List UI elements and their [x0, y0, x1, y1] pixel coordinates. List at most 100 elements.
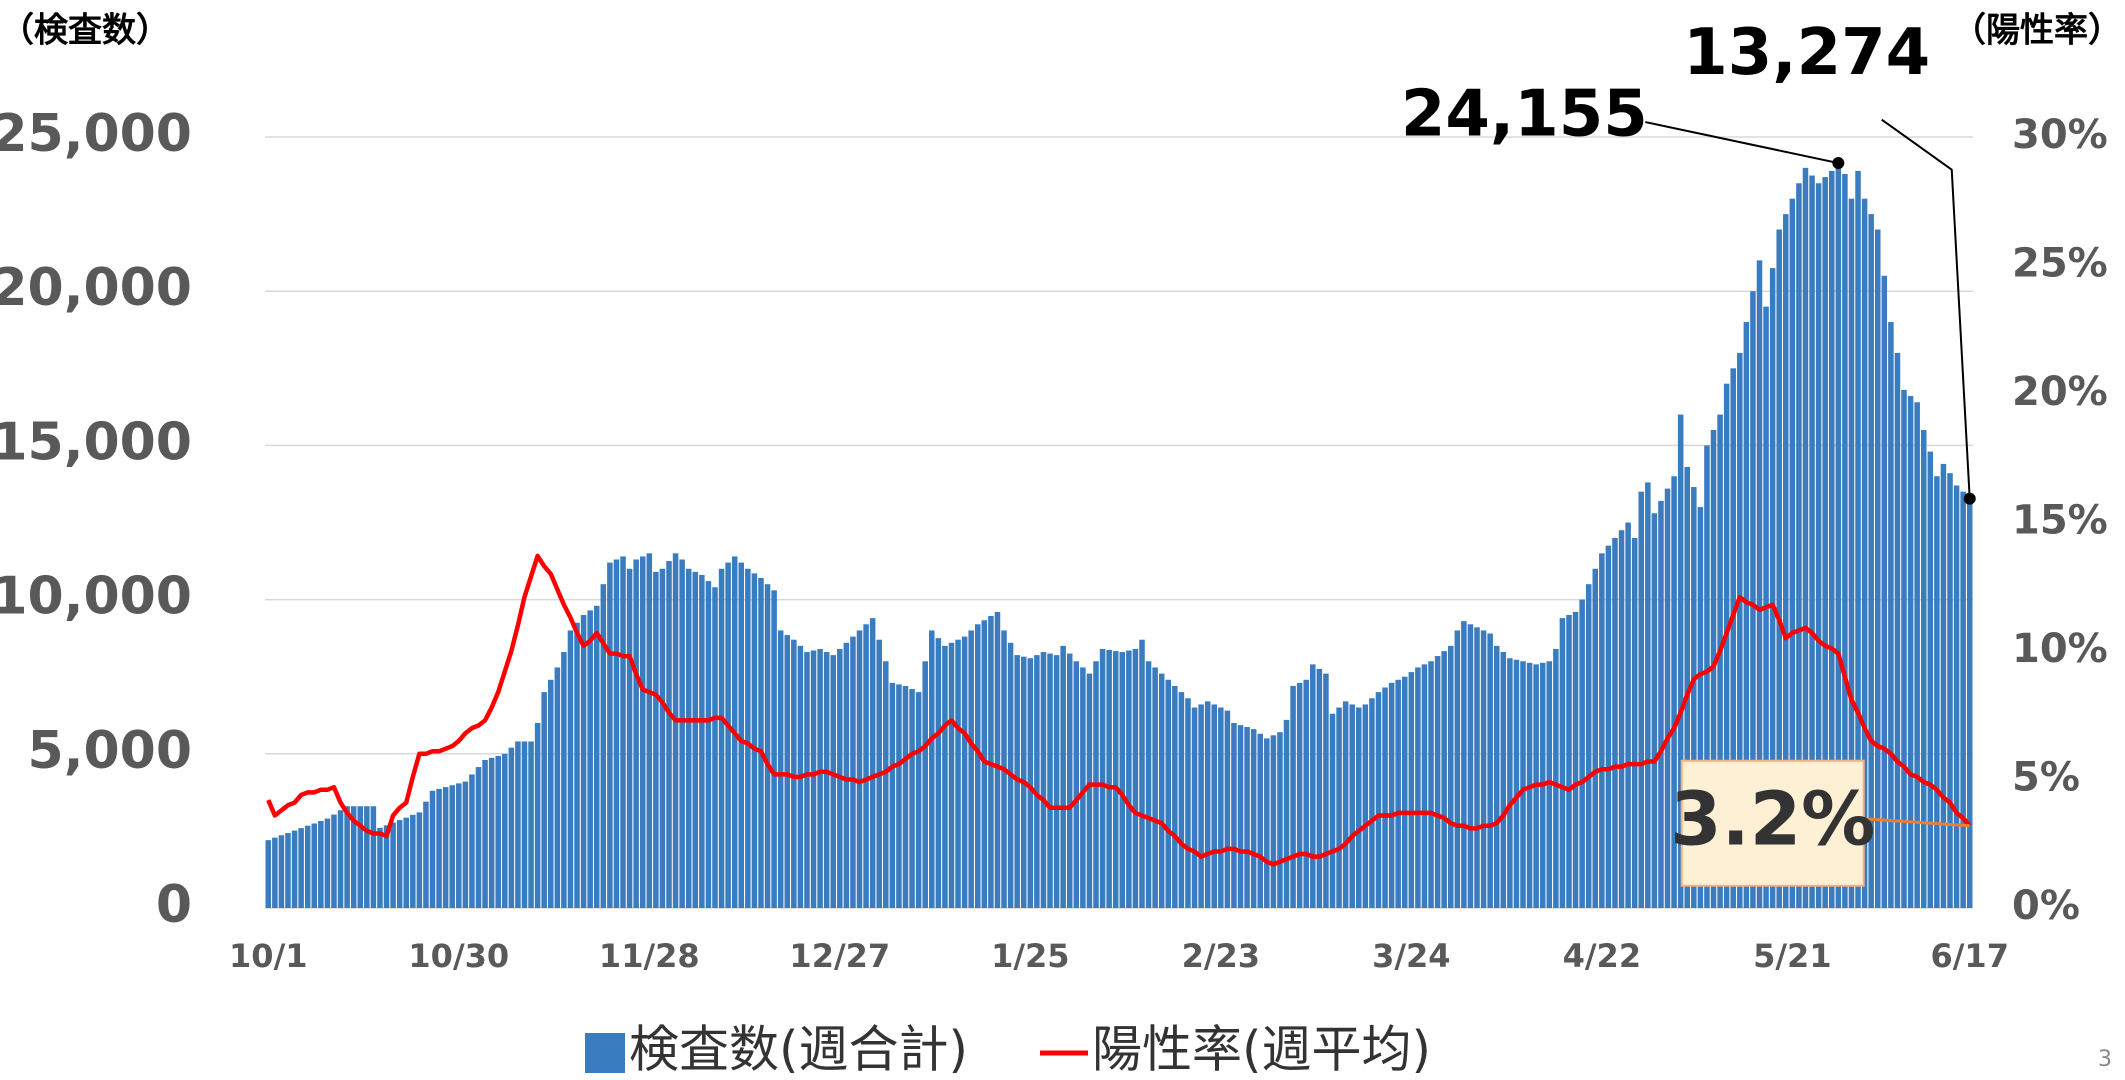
bar — [436, 788, 442, 908]
y-tick-label: 10,000 — [0, 567, 192, 627]
bar — [607, 562, 613, 908]
bar — [337, 810, 344, 908]
bar — [1467, 624, 1474, 908]
bar — [1579, 599, 1585, 908]
bar — [1198, 704, 1204, 908]
bar — [791, 639, 797, 908]
bar — [1073, 661, 1080, 908]
x-tick-label: 2/23 — [1182, 937, 1260, 975]
bar — [1224, 710, 1231, 908]
x-tick-label: 10/30 — [408, 937, 509, 975]
bar — [1270, 735, 1277, 908]
bar — [1697, 507, 1704, 908]
bar — [1244, 726, 1250, 908]
bar — [1139, 639, 1145, 908]
data-label: 3.2% — [1670, 776, 1875, 862]
bar — [685, 568, 692, 908]
bar — [311, 823, 318, 908]
bar — [1559, 618, 1566, 908]
bar — [1099, 648, 1106, 908]
x-tick-label: 6/17 — [1930, 937, 2008, 975]
bar — [528, 741, 534, 908]
bar — [1914, 402, 1920, 908]
bar — [968, 630, 974, 908]
legend-swatch — [585, 1033, 625, 1073]
bar — [488, 757, 495, 908]
bar — [1861, 198, 1868, 908]
bar — [1329, 713, 1336, 908]
bar — [1513, 659, 1520, 908]
bar — [344, 806, 350, 908]
bar — [929, 630, 935, 908]
bar — [1040, 652, 1047, 908]
leader-line — [1863, 817, 1970, 828]
bar — [469, 774, 475, 908]
bar — [1809, 175, 1815, 909]
bar — [699, 574, 705, 908]
bar — [1191, 707, 1198, 908]
bar — [1421, 664, 1428, 908]
bar — [1776, 229, 1782, 908]
bar — [1592, 568, 1599, 908]
bar — [1723, 383, 1730, 909]
data-label: 24,155 — [1401, 78, 1648, 152]
bar — [902, 685, 909, 908]
bar — [751, 573, 758, 908]
bar — [1375, 692, 1382, 908]
bar — [324, 818, 331, 908]
bar — [1920, 429, 1927, 908]
x-tick-label: 11/28 — [599, 937, 700, 975]
bar — [1132, 648, 1139, 908]
bar — [1461, 621, 1467, 908]
bar — [449, 785, 455, 908]
bar — [357, 806, 364, 908]
bar — [1730, 368, 1736, 908]
bar — [1815, 183, 1822, 908]
y-tick-label: 5,000 — [28, 721, 192, 781]
bar — [462, 781, 469, 908]
bar — [1546, 661, 1553, 908]
y2-tick-label: 20% — [2012, 369, 2108, 415]
bar — [994, 611, 1001, 908]
bar — [817, 648, 823, 908]
bar — [1645, 482, 1651, 908]
bar — [548, 679, 554, 908]
bar — [1822, 177, 1828, 909]
bar — [626, 568, 633, 908]
bar — [1704, 445, 1710, 908]
bar — [1060, 645, 1066, 908]
bar — [863, 624, 869, 908]
bar — [1907, 396, 1914, 908]
bar — [856, 630, 863, 908]
bar — [1658, 500, 1664, 908]
bar — [1303, 679, 1309, 908]
bar — [482, 759, 488, 908]
bar — [1796, 183, 1802, 908]
bar — [291, 830, 298, 908]
bar — [541, 692, 547, 908]
bar — [810, 650, 817, 908]
bar — [1264, 738, 1270, 908]
bar — [1618, 530, 1625, 908]
bar — [423, 801, 429, 908]
bar — [331, 814, 337, 908]
bar — [738, 562, 745, 908]
bar — [396, 820, 403, 908]
bar — [1257, 733, 1263, 908]
bar — [889, 682, 896, 908]
bar — [298, 828, 304, 908]
bars — [265, 163, 1973, 909]
bar — [620, 556, 626, 908]
bar — [896, 684, 902, 908]
bar — [534, 722, 541, 908]
y-axis-title: （検査数） — [0, 11, 170, 51]
y2-tick-label: 5% — [2012, 755, 2080, 801]
bar — [1520, 661, 1526, 908]
y2-axis-title: （陽性率） — [1952, 11, 2122, 51]
bar — [1874, 229, 1881, 908]
bar — [764, 584, 771, 908]
bar — [745, 568, 751, 908]
bar — [429, 790, 436, 908]
bar — [1500, 652, 1507, 908]
bar — [1789, 198, 1796, 908]
